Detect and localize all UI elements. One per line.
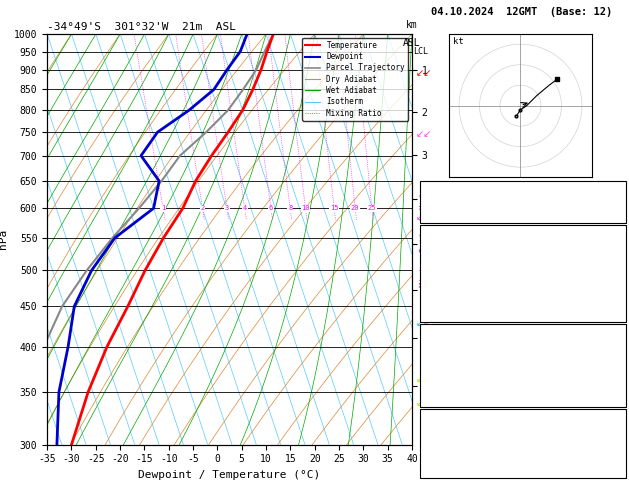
Text: 10: 10 <box>301 205 309 211</box>
Text: 1: 1 <box>161 205 165 211</box>
Text: ↙↙: ↙↙ <box>415 68 431 78</box>
Text: 8: 8 <box>288 205 292 211</box>
Text: 11: 11 <box>610 183 622 193</box>
X-axis label: Dewpoint / Temperature (°C): Dewpoint / Temperature (°C) <box>138 470 321 480</box>
Text: -73: -73 <box>604 424 622 434</box>
Text: ASL: ASL <box>403 38 421 49</box>
Text: 25: 25 <box>367 205 376 211</box>
Text: kt: kt <box>453 37 464 46</box>
Text: CIN (J): CIN (J) <box>424 395 465 405</box>
Text: 311: 311 <box>604 353 622 364</box>
Text: PW (cm): PW (cm) <box>424 211 465 221</box>
Text: 6.1: 6.1 <box>604 254 622 264</box>
Text: 16: 16 <box>610 282 622 292</box>
Text: 750: 750 <box>604 339 622 349</box>
Text: Mixing Ratio (g/kg): Mixing Ratio (g/kg) <box>420 192 428 287</box>
Text: 15: 15 <box>330 205 338 211</box>
Text: CAPE (J): CAPE (J) <box>424 381 471 391</box>
Text: 31: 31 <box>610 197 622 207</box>
Text: StmDir: StmDir <box>424 452 459 462</box>
Text: 0: 0 <box>616 310 622 320</box>
Text: 28: 28 <box>610 466 622 476</box>
Text: 11.5: 11.5 <box>599 241 622 251</box>
Text: Most Unstable: Most Unstable <box>485 326 561 336</box>
Text: ↙↙: ↙↙ <box>415 212 431 222</box>
Text: Temp (°C): Temp (°C) <box>424 241 477 251</box>
Text: 264°: 264° <box>599 452 622 462</box>
Text: LCL: LCL <box>413 47 428 56</box>
Text: K: K <box>424 183 430 193</box>
Text: 0: 0 <box>616 395 622 405</box>
Text: StmSpd (kt): StmSpd (kt) <box>424 466 489 476</box>
Text: Surface: Surface <box>503 226 543 237</box>
Text: EH: EH <box>424 424 436 434</box>
Text: 83: 83 <box>610 438 622 449</box>
Text: 0: 0 <box>616 296 622 306</box>
Text: Pressure (mb): Pressure (mb) <box>424 339 500 349</box>
Text: Totals Totals: Totals Totals <box>424 197 500 207</box>
Text: 2: 2 <box>201 205 204 211</box>
Text: CAPE (J): CAPE (J) <box>424 296 471 306</box>
Text: Lifted Index: Lifted Index <box>424 282 494 292</box>
Text: θᵉ(K): θᵉ(K) <box>424 268 454 278</box>
Text: ↙↙: ↙↙ <box>415 318 431 329</box>
Text: 04.10.2024  12GMT  (Base: 12): 04.10.2024 12GMT (Base: 12) <box>431 7 613 17</box>
Text: km: km <box>406 20 418 30</box>
Text: SREH: SREH <box>424 438 447 449</box>
Text: 0: 0 <box>616 381 622 391</box>
Text: ↙↙: ↙↙ <box>415 130 431 139</box>
Text: CIN (J): CIN (J) <box>424 310 465 320</box>
Text: 8: 8 <box>616 367 622 377</box>
Text: 299: 299 <box>604 268 622 278</box>
Text: Hodograph: Hodograph <box>496 411 550 421</box>
Text: ↙↙: ↙↙ <box>415 399 431 409</box>
Text: 1.57: 1.57 <box>599 211 622 221</box>
Text: 20: 20 <box>351 205 359 211</box>
Text: 6: 6 <box>269 205 273 211</box>
Text: © weatheronline.co.uk: © weatheronline.co.uk <box>470 471 576 480</box>
Text: -34°49'S  301°32'W  21m  ASL: -34°49'S 301°32'W 21m ASL <box>47 22 236 32</box>
Text: Lifted Index: Lifted Index <box>424 367 494 377</box>
Text: Dewp (°C): Dewp (°C) <box>424 254 477 264</box>
Text: 4: 4 <box>243 205 247 211</box>
Text: 3: 3 <box>225 205 229 211</box>
Y-axis label: hPa: hPa <box>0 229 8 249</box>
Text: θᵉ (K): θᵉ (K) <box>424 353 459 364</box>
Text: ↙↙: ↙↙ <box>415 374 431 384</box>
Legend: Temperature, Dewpoint, Parcel Trajectory, Dry Adiabat, Wet Adiabat, Isotherm, Mi: Temperature, Dewpoint, Parcel Trajectory… <box>302 38 408 121</box>
